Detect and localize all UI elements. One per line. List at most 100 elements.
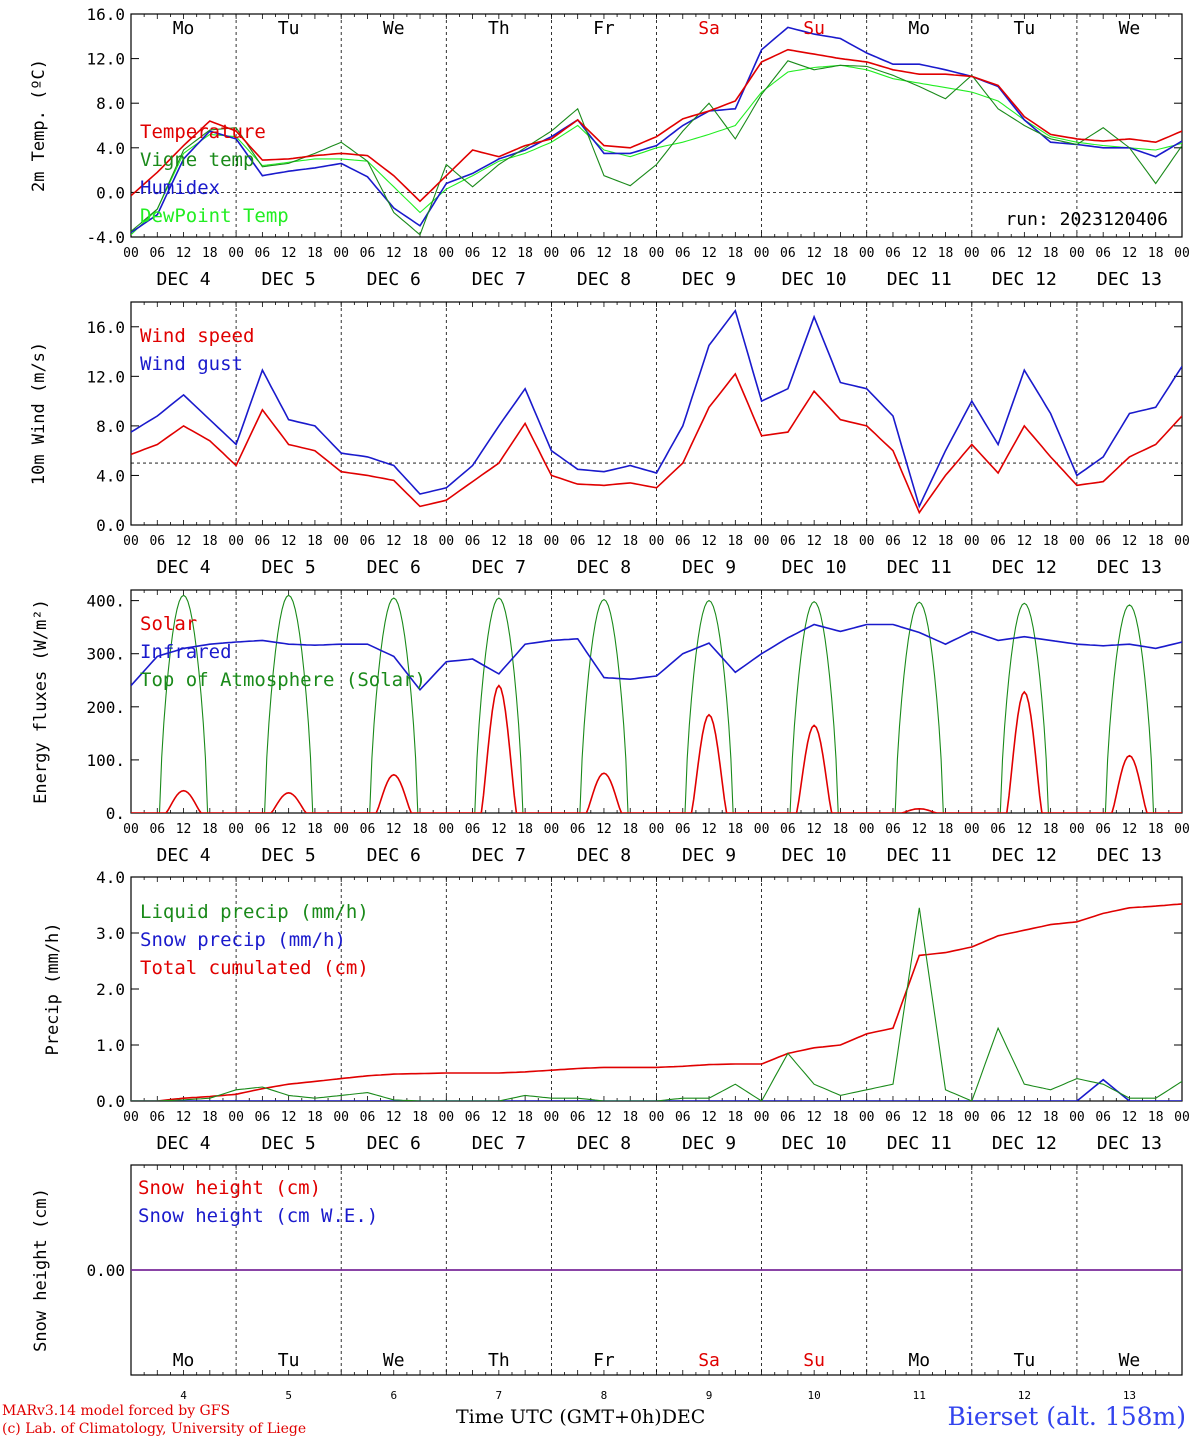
hour-tick-label: 18 <box>1148 534 1164 549</box>
y-tick-label: 0.0 <box>96 183 125 202</box>
weekday-label: We <box>1119 1350 1141 1371</box>
y-axis-label: Energy fluxes (W/m²) <box>31 599 51 804</box>
hour-tick-label: 18 <box>1148 822 1164 837</box>
hour-tick-label: 18 <box>833 534 849 549</box>
hour-tick-label: 12 <box>806 246 822 261</box>
hour-tick-label: 00 <box>123 534 139 549</box>
date-label: DEC 13 <box>1097 557 1162 578</box>
hour-tick-label: 18 <box>1043 822 1059 837</box>
date-label: DEC 5 <box>262 557 316 578</box>
hour-tick-label: 00 <box>1069 534 1085 549</box>
hour-tick-label: 18 <box>1043 1110 1059 1125</box>
date-label: DEC 9 <box>682 557 736 578</box>
hour-tick-label: 00 <box>333 822 349 837</box>
day-number-label: 5 <box>285 1389 292 1402</box>
hour-tick-label: 18 <box>938 1110 954 1125</box>
hour-tick-label: 06 <box>1095 822 1111 837</box>
date-label: DEC 11 <box>887 1133 952 1154</box>
date-label: DEC 13 <box>1097 845 1162 866</box>
hour-tick-label: 18 <box>938 534 954 549</box>
hour-tick-label: 06 <box>360 1110 376 1125</box>
hour-tick-label: 00 <box>649 1110 665 1125</box>
hour-tick-label: 12 <box>596 246 612 261</box>
weekday-label: Mo <box>173 1350 195 1371</box>
legend-entry: Temperature <box>140 121 266 143</box>
hour-tick-label: 18 <box>412 1110 428 1125</box>
hour-tick-label: 18 <box>833 246 849 261</box>
hour-tick-label: 18 <box>727 246 743 261</box>
date-label: DEC 6 <box>367 557 421 578</box>
date-label: DEC 11 <box>887 845 952 866</box>
hour-tick-label: 00 <box>228 822 244 837</box>
hour-tick-label: 00 <box>964 534 980 549</box>
hour-tick-label: 12 <box>176 822 192 837</box>
hour-tick-label: 06 <box>885 246 901 261</box>
series-line-humidex <box>131 26 1182 234</box>
hour-tick-label: 06 <box>885 822 901 837</box>
hour-tick-label: 12 <box>176 246 192 261</box>
legend-entry: Humidex <box>140 177 220 199</box>
hour-tick-label: 18 <box>1043 246 1059 261</box>
hour-tick-label: 00 <box>544 1110 560 1125</box>
hour-tick-label: 06 <box>780 246 796 261</box>
panel-3 <box>130 589 1183 814</box>
hour-tick-label: 06 <box>675 1110 691 1125</box>
hour-tick-label: 18 <box>412 822 428 837</box>
hour-tick-label: 18 <box>517 246 533 261</box>
hour-tick-label: 18 <box>833 1110 849 1125</box>
date-label: DEC 10 <box>782 1133 847 1154</box>
hour-tick-label: 12 <box>386 246 402 261</box>
y-tick-label: 12.0 <box>86 50 125 69</box>
date-label: DEC 8 <box>577 557 631 578</box>
hour-tick-label: 06 <box>675 822 691 837</box>
legend-entry: Snow precip (mm/h) <box>140 929 346 951</box>
weekday-label: Th <box>488 18 510 39</box>
weekday-label: Tu <box>278 18 300 39</box>
hour-tick-label: 18 <box>517 822 533 837</box>
hour-tick-label: 06 <box>1095 534 1111 549</box>
hour-tick-label: 18 <box>307 246 323 261</box>
weekday-label: Sa <box>698 18 720 39</box>
legend-entry: Wind gust <box>140 353 243 375</box>
y-tick-label: 0.0 <box>96 516 125 535</box>
hour-tick-label: 06 <box>570 1110 586 1125</box>
hour-tick-label: 18 <box>202 1110 218 1125</box>
credit-line-1: MARv3.14 model forced by GFS <box>2 1403 231 1419</box>
series-line-wind-speed <box>131 372 1182 515</box>
y-axis-label: Snow height (cm) <box>31 1188 51 1352</box>
y-axis-label: 2m Temp. (ºC) <box>29 59 49 192</box>
hour-tick-label: 00 <box>1174 1110 1190 1125</box>
panel-2 <box>130 301 1183 526</box>
date-label: DEC 5 <box>262 269 316 290</box>
hour-tick-label: 06 <box>990 534 1006 549</box>
hour-tick-label: 00 <box>333 1110 349 1125</box>
hour-tick-label: 06 <box>255 1110 271 1125</box>
hour-tick-label: 00 <box>544 246 560 261</box>
hour-tick-label: 18 <box>622 1110 638 1125</box>
hour-tick-label: 12 <box>701 246 717 261</box>
hour-tick-label: 18 <box>202 534 218 549</box>
hour-tick-label: 18 <box>307 534 323 549</box>
hour-tick-label: 06 <box>255 534 271 549</box>
weekday-label: Sa <box>698 1350 720 1371</box>
hour-tick-label: 00 <box>1174 534 1190 549</box>
y-tick-label: 100. <box>86 751 125 770</box>
date-label: DEC 10 <box>782 845 847 866</box>
hour-tick-label: 18 <box>727 1110 743 1125</box>
date-label: DEC 8 <box>577 269 631 290</box>
date-label: DEC 13 <box>1097 269 1162 290</box>
hour-tick-label: 06 <box>990 822 1006 837</box>
day-number-label: 7 <box>496 1389 503 1402</box>
hour-tick-label: 06 <box>149 822 165 837</box>
day-number-label: 6 <box>390 1389 397 1402</box>
legend-entry: Solar <box>140 613 197 635</box>
hour-tick-label: 18 <box>307 1110 323 1125</box>
y-axis-label: Precip (mm/h) <box>43 922 63 1055</box>
hour-tick-label: 00 <box>754 534 770 549</box>
y-tick-label: 0.0 <box>96 1092 125 1111</box>
hour-tick-label: 06 <box>465 822 481 837</box>
hour-tick-label: 12 <box>596 822 612 837</box>
hour-tick-label: 12 <box>1122 1110 1138 1125</box>
weekday-label: Mo <box>173 18 195 39</box>
